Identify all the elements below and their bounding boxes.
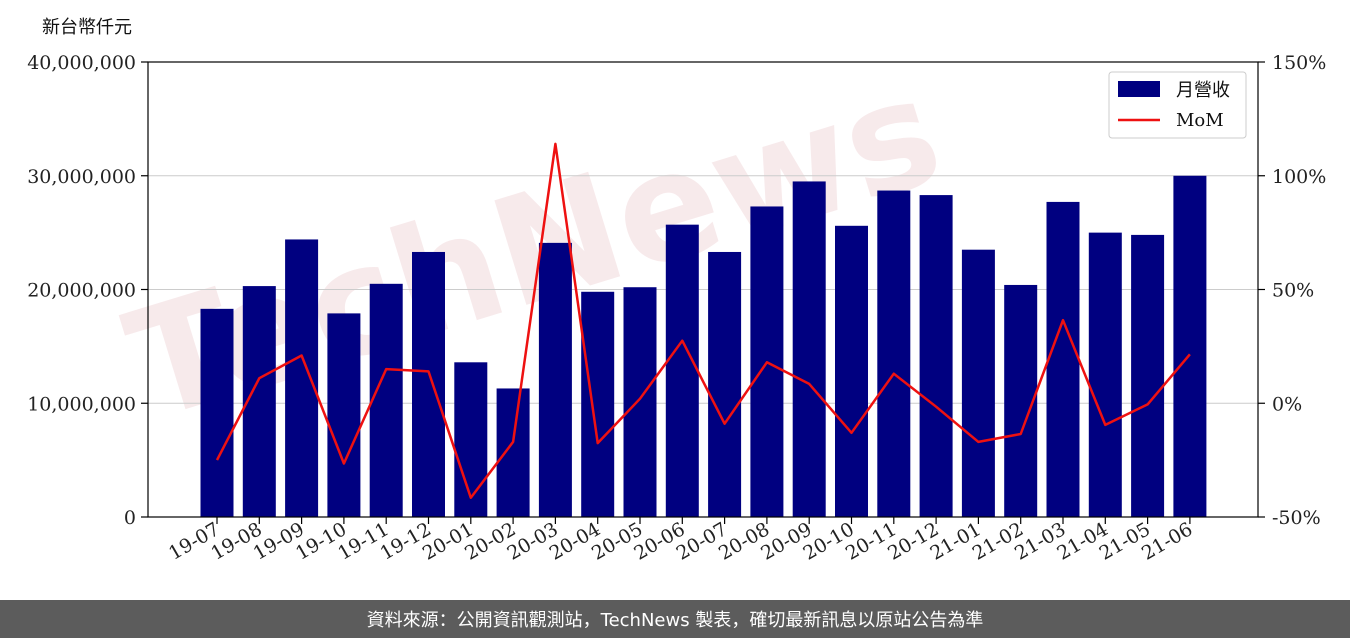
legend-label-revenue: 月營收 (1176, 80, 1230, 101)
right-tick-label: 150% (1272, 52, 1326, 74)
left-tick-label: 0 (124, 507, 136, 529)
bar-19-10 (327, 313, 361, 517)
bar-20-10 (835, 225, 868, 518)
bar-21-05 (1131, 234, 1165, 517)
bar-21-04 (1088, 232, 1122, 517)
bar-20-09 (792, 181, 826, 517)
bar-21-01 (961, 249, 995, 517)
bar-20-01 (454, 362, 488, 517)
revenue-chart: TechNews 新台幣仟元 0 10,000,000 20,000,000 30,0… (27, 17, 1326, 565)
source-footer: 資料來源：公開資訊觀測站，TechNews 製表，確切最新訊息以原站公告為準 (0, 600, 1350, 638)
bar-20-02 (496, 388, 530, 517)
bar-20-06 (665, 224, 699, 517)
bar-20-05 (623, 287, 657, 517)
bar-19-12 (412, 251, 445, 517)
bar-21-03 (1046, 201, 1080, 517)
right-tick-label: 100% (1272, 166, 1326, 188)
bar-19-07 (200, 308, 234, 517)
right-tick-label: -50% (1272, 507, 1321, 529)
bar-20-03 (538, 242, 572, 518)
mom-line-series (215, 142, 1191, 499)
bar-20-04 (581, 291, 615, 517)
source-footer-text: 資料來源：公開資訊觀測站，TechNews 製表，確切最新訊息以原站公告為準 (366, 610, 984, 631)
right-tick-label: 0% (1272, 393, 1302, 415)
left-tick-label: 30,000,000 (27, 166, 136, 188)
mom-line (215, 142, 1191, 499)
legend-swatch-bar (1118, 81, 1160, 97)
left-tick-label: 20,000,000 (27, 280, 136, 302)
left-tick-label: 40,000,000 (27, 52, 136, 74)
right-y-axis: -50% 0% 50% 100% 150% (1258, 52, 1326, 529)
bar-20-11 (877, 190, 911, 517)
bar-20-12 (919, 195, 953, 517)
x-axis: 19-0719-0819-0919-1019-1119-1220-0120-02… (165, 517, 1196, 565)
bar-19-11 (369, 283, 403, 517)
bar-20-07 (708, 251, 742, 517)
bar-21-06 (1173, 175, 1207, 517)
left-y-axis: 0 10,000,000 20,000,000 30,000,000 40,000,00… (27, 52, 148, 529)
bar-series (200, 175, 1207, 518)
right-tick-label: 50% (1272, 280, 1314, 302)
legend-label-mom: MoM (1176, 110, 1224, 131)
technews-watermark: TechNews (110, 44, 959, 455)
legend: 月營收 MoM (1108, 71, 1247, 139)
left-axis-unit-label: 新台幣仟元 (42, 17, 132, 38)
bar-19-09 (285, 239, 319, 517)
left-tick-label: 10,000,000 (27, 393, 136, 415)
